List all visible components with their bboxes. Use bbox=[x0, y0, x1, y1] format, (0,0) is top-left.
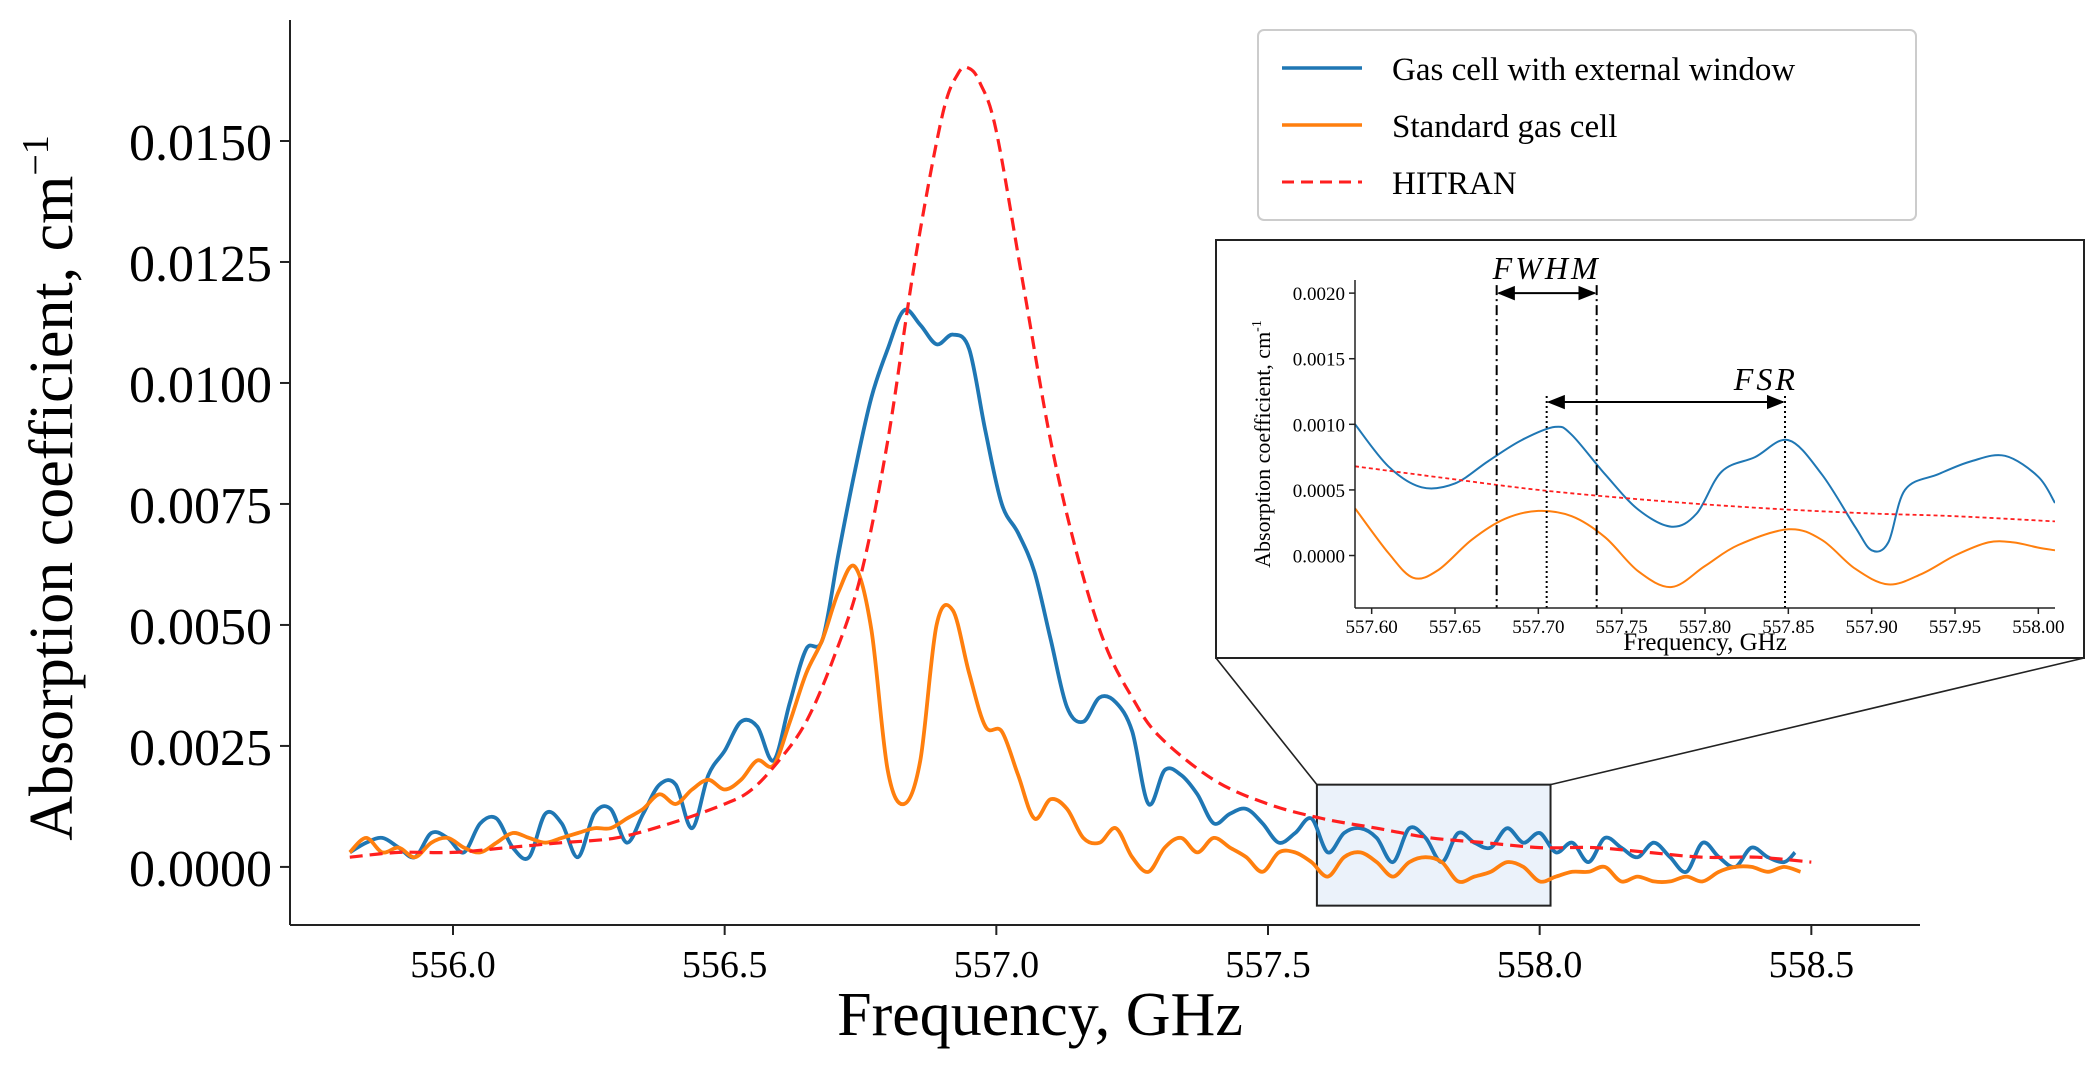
x-tick-label: 556.0 bbox=[410, 944, 496, 986]
zoom-connector-left bbox=[1215, 657, 1318, 786]
x-tick-label: 556.5 bbox=[682, 944, 768, 986]
series-line bbox=[349, 65, 1812, 864]
main-chart: 556.0 556.5 557.0 557.5 558.0 558.5 0.0000 0.0… bbox=[15, 20, 2085, 1049]
y-tick-label: 0.0050 bbox=[129, 599, 272, 656]
fsr-label: FSR bbox=[1733, 361, 1798, 397]
x-tick-label: 557.0 bbox=[954, 944, 1040, 986]
y-tick-label: 0.0025 bbox=[129, 720, 272, 777]
inset-x-tick-label: 557.95 bbox=[1929, 617, 1981, 638]
legend-label: HITRAN bbox=[1392, 166, 1517, 202]
x-tick-label: 557.5 bbox=[1225, 944, 1311, 986]
inset-y-tick-label: 0.0010 bbox=[1293, 415, 1345, 436]
inset-x-tick-label: 557.70 bbox=[1512, 617, 1564, 638]
y-tick-label: 0.0000 bbox=[129, 841, 272, 898]
inset-y-axis-label: Absorption coefficient, cm-1 bbox=[1250, 320, 1275, 568]
inset-x-tick-label: 557.90 bbox=[1846, 617, 1898, 638]
y-tick-label: 0.0150 bbox=[129, 115, 272, 172]
inset-x-axis-label: Frequency, GHz bbox=[1623, 629, 1787, 656]
inset-x-tick-label: 558.00 bbox=[2012, 617, 2064, 638]
legend-label: Gas cell with external window bbox=[1392, 52, 1795, 88]
y-tick-label: 0.0125 bbox=[129, 236, 272, 293]
legend-frame bbox=[1257, 29, 1917, 221]
inset-x-tick-label: 557.65 bbox=[1429, 617, 1481, 638]
inset-x-tick-label: 557.60 bbox=[1346, 617, 1398, 638]
inset-x-tick-label: 557.80 bbox=[1679, 617, 1731, 638]
x-tick-label: 558.5 bbox=[1769, 944, 1855, 986]
y-axis-label-superscript: −1 bbox=[15, 135, 57, 175]
legend-label: Standard gas cell bbox=[1392, 109, 1617, 145]
x-tick-label: 558.0 bbox=[1497, 944, 1583, 986]
y-tick-label: 0.0100 bbox=[129, 357, 272, 414]
inset-y-tick-label: 0.0005 bbox=[1293, 481, 1345, 502]
series-line bbox=[348, 563, 1802, 884]
inset-x-tick-label: 557.75 bbox=[1596, 617, 1648, 638]
series-line bbox=[348, 307, 1797, 874]
y-axis-label: Absorption coefficient, cm−1 bbox=[15, 135, 86, 841]
inset-chart: FWHM FSR 557.60 557.65 557.70 557.75 557.80 55… bbox=[1215, 239, 2085, 659]
inset-y-tick-label: 0.0020 bbox=[1293, 284, 1345, 305]
inset-x-tick-label: 557.85 bbox=[1762, 617, 1814, 638]
zoom-connector-right bbox=[1550, 657, 2085, 786]
y-tick-label: 0.0075 bbox=[129, 478, 272, 535]
inset-frame bbox=[1215, 239, 2085, 659]
inset-series-line bbox=[1355, 423, 2055, 553]
inset-y-tick-label: 0.0015 bbox=[1293, 350, 1345, 371]
fwhm-label: FWHM bbox=[1492, 250, 1601, 286]
inset-y-tick-label: 0.0000 bbox=[1293, 547, 1345, 568]
x-axis-label: Frequency, GHz bbox=[837, 981, 1243, 1049]
inset-series-line bbox=[1355, 465, 2055, 523]
inset-y-axis-label-superscript: -1 bbox=[1250, 320, 1265, 332]
legend: Gas cell with external window Standard g… bbox=[1257, 29, 1917, 221]
inset-series-line bbox=[1355, 507, 2055, 589]
